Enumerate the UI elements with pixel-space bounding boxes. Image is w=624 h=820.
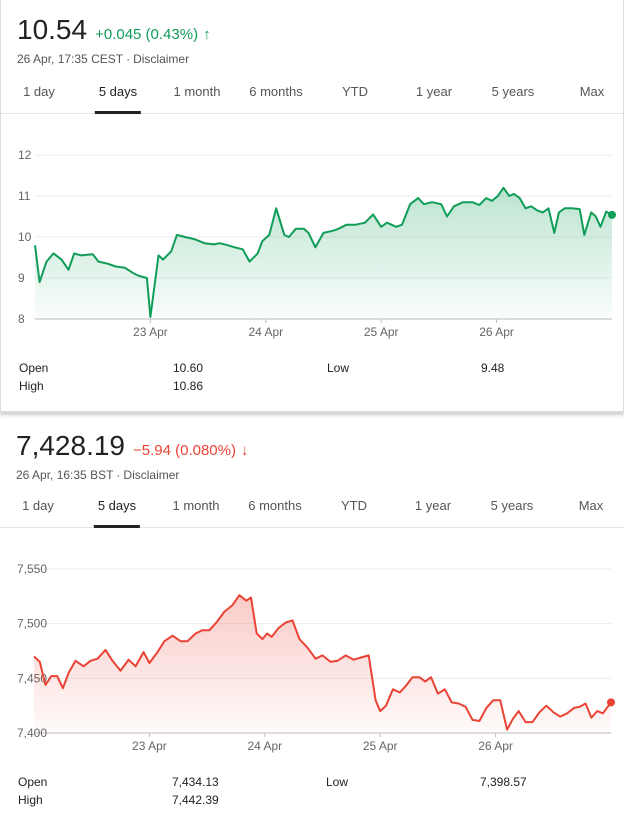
y-tick-label: 10 <box>18 230 32 244</box>
y-tick-label: 11 <box>18 189 31 203</box>
stat-value-high: 10.86 <box>173 379 204 393</box>
price-chart: 8 9 10 11 12 23 Apr 24 Apr 25 Apr 26 Apr <box>18 148 616 339</box>
y-tick-label: 8 <box>18 312 25 326</box>
tab-ytd[interactable]: YTD <box>341 498 367 513</box>
timestamp-line: 26 Apr, 17:35 CEST · Disclaimer <box>17 52 190 66</box>
stat-value-low: 7,398.57 <box>480 775 527 789</box>
timestamp: 26 Apr, 16:35 BST <box>16 468 114 482</box>
timestamp: 26 Apr, 17:35 CEST <box>17 52 124 66</box>
series-area <box>35 187 612 319</box>
stat-label-high: High <box>18 793 43 807</box>
x-tick-label: 23 Apr <box>132 739 167 753</box>
arrow-down-icon: ↓ <box>241 442 249 459</box>
current-price: 10.54 <box>17 14 88 45</box>
tab-1-day[interactable]: 1 day <box>23 84 55 99</box>
tab-ytd[interactable]: YTD <box>342 84 368 99</box>
tab-6-months[interactable]: 6 months <box>248 498 302 513</box>
stat-label-open: Open <box>19 361 49 375</box>
stat-value-open: 10.60 <box>173 361 204 375</box>
tab-5-years[interactable]: 5 years <box>490 498 534 513</box>
last-point-marker <box>607 698 615 707</box>
stat-label-high: High <box>19 379 44 393</box>
stat-value-low: 9.48 <box>481 361 505 375</box>
tab-1-year[interactable]: 1 year <box>414 498 452 513</box>
stock-card-1: 10.54 +0.045 (0.43%) ↑ 26 Apr, 17:35 CEST… <box>0 0 624 412</box>
tab-5-days[interactable]: 5 days <box>93 490 141 528</box>
stat-label-low: Low <box>327 361 350 375</box>
arrow-up-icon: ↑ <box>203 26 211 43</box>
last-point-marker <box>608 210 616 219</box>
stock-card-2: 7,428.19 −5.94 (0.080%) ↓ 26 Apr, 16:35 B… <box>0 413 624 820</box>
stat-value-high: 7,442.39 <box>172 793 219 807</box>
x-tick-label: 24 Apr <box>247 739 282 753</box>
series-line <box>33 594 612 731</box>
price-change: +0.045 (0.43%) ↑ <box>95 19 211 51</box>
range-tabs: 1 day 5 days 1 month 6 months YTD 1 year 5 yea… <box>0 490 624 528</box>
x-tick-label: 24 Apr <box>248 325 283 339</box>
quote-header: 10.54 +0.045 (0.43%) ↑ 26 Apr, 17:35 CEST… <box>17 14 211 66</box>
x-tick-label: 23 Apr <box>133 325 168 339</box>
tab-1-month[interactable]: 1 month <box>173 84 221 99</box>
stat-label-open: Open <box>18 775 48 789</box>
y-tick-label: 7,500 <box>17 617 47 631</box>
tab-1-day[interactable]: 1 day <box>22 498 54 513</box>
tab-max[interactable]: Max <box>579 84 605 99</box>
tab-max[interactable]: Max <box>578 498 604 513</box>
tab-1-month[interactable]: 1 month <box>172 498 220 513</box>
series-area <box>34 595 611 733</box>
range-tabs: 1 day 5 days 1 month 6 months YTD 1 year 5 yea… <box>1 76 623 114</box>
tab-6-months[interactable]: 6 months <box>249 84 303 99</box>
price-change: −5.94 (0.080%) ↓ <box>133 435 249 467</box>
tab-1-year[interactable]: 1 year <box>415 84 453 99</box>
stat-label-low: Low <box>326 775 349 789</box>
series-line <box>34 186 613 318</box>
timestamp-line: 26 Apr, 16:35 BST · Disclaimer <box>16 468 180 482</box>
y-tick-label: 7,550 <box>17 562 47 576</box>
disclaimer-link[interactable]: Disclaimer <box>133 52 190 66</box>
x-tick-label: 25 Apr <box>364 325 399 339</box>
x-tick-label: 25 Apr <box>363 739 398 753</box>
x-tick-label: 26 Apr <box>478 739 513 753</box>
quote-header: 7,428.19 −5.94 (0.080%) ↓ 26 Apr, 16:35 B… <box>16 430 249 482</box>
stat-value-open: 7,434.13 <box>172 775 219 789</box>
y-tick-label: 12 <box>18 148 32 162</box>
y-tick-label: 9 <box>18 271 25 285</box>
disclaimer-link[interactable]: Disclaimer <box>123 468 180 482</box>
current-price: 7,428.19 <box>16 430 125 461</box>
x-tick-label: 26 Apr <box>479 325 514 339</box>
tab-5-years[interactable]: 5 years <box>491 84 535 99</box>
tab-5-days[interactable]: 5 days <box>94 76 142 114</box>
